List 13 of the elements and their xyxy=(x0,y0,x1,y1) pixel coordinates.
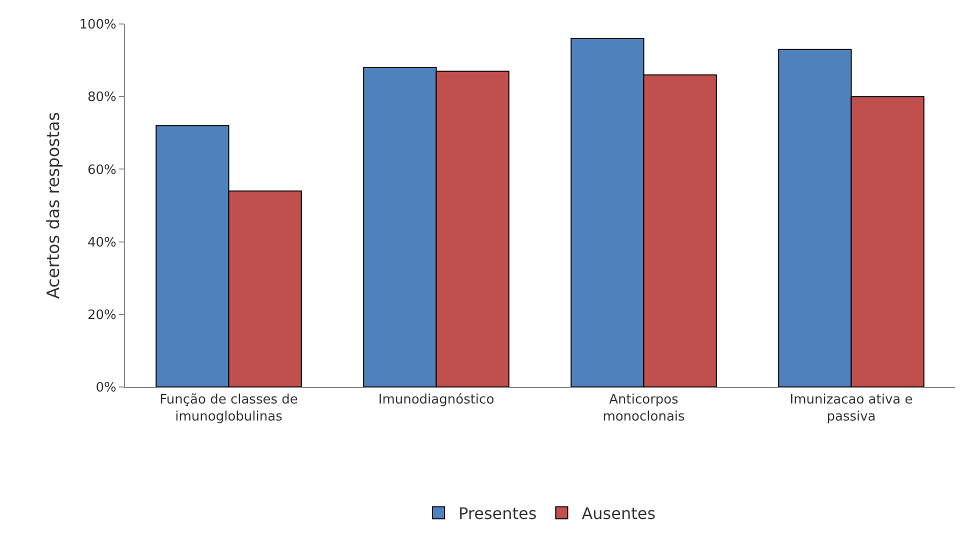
x-tick-label: Imunizacao ativa e passiva xyxy=(790,392,913,424)
x-tick-label: Anticorpos monoclonais xyxy=(602,392,686,424)
legend-label: Ausentes xyxy=(582,504,656,524)
y-axis-title: Acertos das respostas xyxy=(44,112,64,299)
legend-label: Presentes xyxy=(458,504,537,524)
y-tick-label: 0% xyxy=(96,380,116,396)
y-tick-label: 80% xyxy=(87,90,116,106)
y-tick-label: 60% xyxy=(87,162,116,178)
y-tick-label: 100% xyxy=(79,18,116,33)
x-tick-label: Imunodiagnóstico xyxy=(378,392,494,408)
y-tick-label: 40% xyxy=(87,235,116,250)
y-tick-label: 20% xyxy=(87,308,116,323)
x-tick-label: Função de classes de imunoglobulinas xyxy=(160,392,298,424)
